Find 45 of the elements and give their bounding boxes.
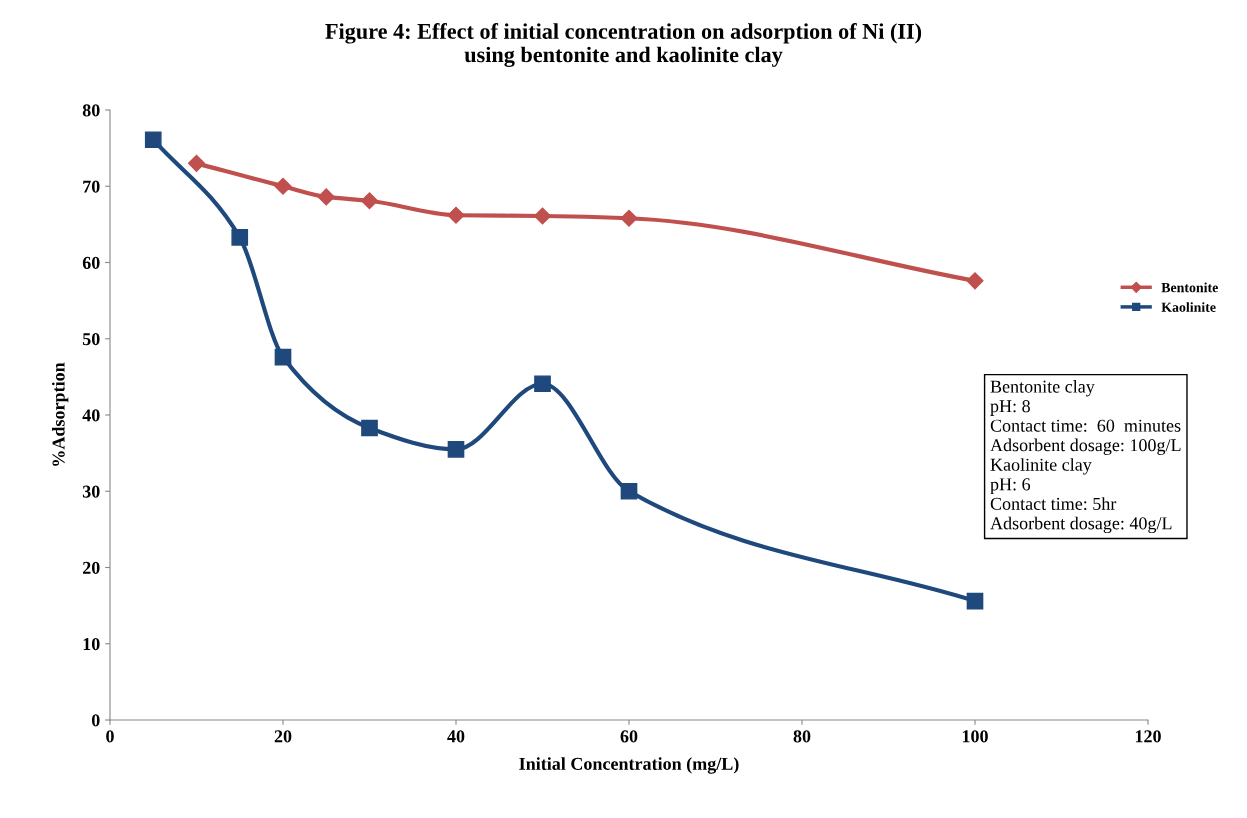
y-tick-label: 30 bbox=[82, 485, 100, 498]
annotation: Adsorbent dosage: 40g/L bbox=[990, 516, 1172, 534]
point bbox=[317, 188, 335, 206]
x-tick-label: 20 bbox=[274, 730, 292, 743]
point bbox=[966, 592, 984, 610]
y-tick-label: 10 bbox=[83, 638, 100, 651]
point bbox=[231, 229, 249, 246]
point bbox=[534, 375, 551, 393]
legend-label: Bentonite bbox=[1161, 282, 1218, 293]
y-tick-label: 20 bbox=[82, 561, 100, 574]
annotation: Contact time: 5hr bbox=[990, 497, 1117, 510]
y-tick-label: 50 bbox=[82, 333, 100, 346]
point bbox=[533, 207, 552, 225]
point bbox=[187, 154, 206, 172]
point bbox=[447, 206, 465, 224]
y-tick-label: 0 bbox=[91, 714, 100, 727]
annotation: Kaolinite clay bbox=[990, 458, 1092, 475]
point bbox=[620, 482, 638, 500]
point bbox=[620, 209, 638, 227]
x-tick-label: 40 bbox=[447, 730, 465, 743]
annotation: Contact time: 60 minutes bbox=[990, 419, 1181, 432]
x-tick-label: 80 bbox=[793, 730, 811, 743]
annotation: pH: 8 bbox=[990, 400, 1030, 416]
point bbox=[966, 272, 984, 290]
annotation: pH: 6 bbox=[990, 478, 1031, 495]
x-axis-title: Initial Concentration (mg/L) bbox=[519, 757, 739, 774]
legend-label: Kaolinite bbox=[1161, 302, 1216, 312]
y-tick-label: 70 bbox=[83, 180, 100, 193]
y-axis-title: %Adsorption bbox=[51, 362, 69, 466]
point bbox=[361, 419, 378, 437]
chart-title: Figure 4: Effect of initial concentration on adsorption of Ni (II) using bentonite and kaolinite clay bbox=[325, 23, 922, 67]
annotation: Bentonite clay bbox=[990, 380, 1095, 397]
point bbox=[274, 177, 292, 195]
x-tick-label: 0 bbox=[106, 730, 114, 743]
point bbox=[447, 440, 465, 458]
x-tick-label: 120 bbox=[1135, 730, 1161, 743]
y-tick-label: 80 bbox=[82, 104, 100, 117]
y-tick-label: 40 bbox=[82, 409, 100, 422]
point bbox=[274, 348, 292, 366]
point bbox=[360, 192, 379, 210]
y-tick-label: 60 bbox=[82, 256, 100, 269]
x-tick-label: 60 bbox=[620, 730, 638, 743]
point bbox=[144, 131, 162, 149]
annotation: Adsorbent dosage: 100g/L bbox=[990, 438, 1181, 455]
x-tick-label: 100 bbox=[962, 730, 988, 743]
